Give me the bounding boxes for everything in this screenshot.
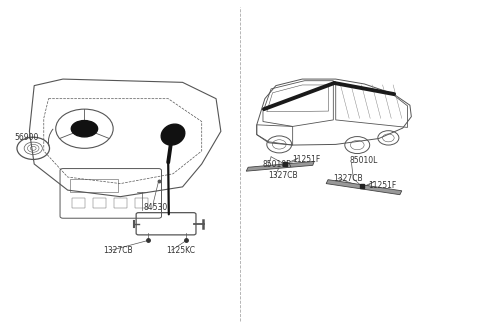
Text: 11251F: 11251F: [368, 181, 396, 191]
Bar: [114, 198, 127, 208]
Polygon shape: [246, 161, 314, 171]
Bar: [72, 198, 85, 208]
Text: 84530: 84530: [144, 203, 168, 212]
Ellipse shape: [72, 121, 97, 137]
Text: 1125KC: 1125KC: [166, 246, 195, 255]
Polygon shape: [326, 180, 402, 195]
Text: 11251F: 11251F: [293, 155, 321, 164]
Text: 1327CB: 1327CB: [333, 174, 363, 183]
Text: 1327CB: 1327CB: [104, 246, 133, 255]
Ellipse shape: [161, 124, 185, 145]
Bar: [70, 179, 118, 192]
Text: 56900: 56900: [14, 133, 38, 142]
Text: 85010L: 85010L: [349, 156, 377, 165]
Bar: [135, 198, 148, 208]
Text: 85010R: 85010R: [263, 160, 292, 169]
Text: 1327CB: 1327CB: [268, 171, 298, 180]
Bar: [93, 198, 106, 208]
